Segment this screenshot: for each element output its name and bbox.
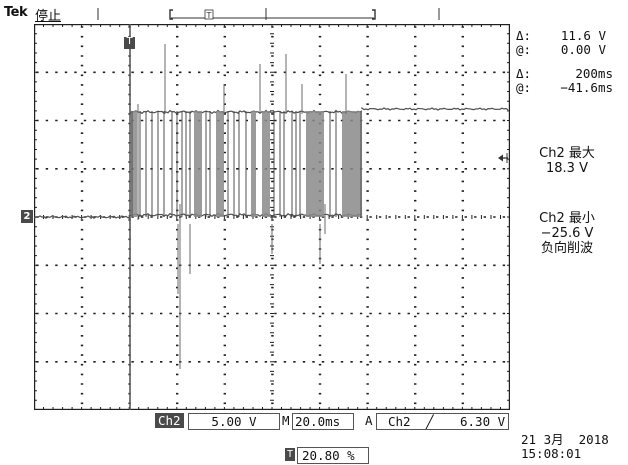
- ch2-max-value: 18.3 V: [546, 161, 588, 176]
- cursor-delta-v: 11.6 V: [560, 28, 606, 43]
- time-display: 15:08:01: [521, 446, 582, 461]
- ch2-min-label: Ch2 最小: [539, 211, 595, 226]
- ch2-waveform-trace: [34, 24, 509, 410]
- trigger-marker-label: T: [126, 36, 133, 47]
- trigger-box[interactable]: [376, 413, 509, 430]
- channel-2-icon: [21, 210, 33, 223]
- record-trigger-icon: T: [204, 9, 214, 20]
- cursor-delta-t-symbol: Δ:: [516, 66, 532, 81]
- trigger-t-icon: [124, 37, 135, 49]
- cursor-delta-v-symbol: Δ:: [516, 28, 532, 43]
- trigger-position-icon: T: [285, 448, 296, 461]
- timebase-value[interactable]: 20.0ms: [292, 413, 354, 430]
- trigger-level: 6.30 V: [460, 414, 506, 429]
- rising-edge-icon: ╱: [426, 414, 434, 429]
- cursor-at-v-symbol: @:: [516, 42, 532, 57]
- timebase-prefix: M: [282, 413, 290, 428]
- trigger-mode: A: [365, 413, 373, 428]
- cursor-at-v: 0.00 V: [560, 42, 606, 57]
- channel-marker-label: 2: [23, 211, 31, 222]
- date-display: 21 3月 2018: [521, 432, 609, 447]
- channel-chip[interactable]: Ch2: [155, 413, 184, 428]
- cursor-at-t-symbol: @:: [516, 80, 532, 95]
- cursor-at-t: −41.6ms: [560, 80, 613, 95]
- brand-logo: Tek: [4, 5, 28, 20]
- trigger-position-value[interactable]: 20.80 %: [297, 447, 369, 464]
- ch2-max-label: Ch2 最大: [539, 146, 595, 161]
- cursor-delta-t: 200ms: [575, 66, 613, 81]
- volts-per-div[interactable]: 5.00 V: [188, 413, 280, 430]
- trigger-level-arrow-icon: [498, 153, 508, 163]
- ch2-min-value: −25.6 V: [540, 226, 594, 241]
- ch2-min-note: 负向削波: [540, 241, 593, 256]
- record-position-bar: T: [97, 8, 440, 20]
- waveform-graticule[interactable]: [34, 24, 510, 410]
- run-state-label: 停止: [35, 9, 62, 24]
- svg-text:T: T: [206, 11, 212, 20]
- trigger-source: Ch2: [388, 414, 411, 429]
